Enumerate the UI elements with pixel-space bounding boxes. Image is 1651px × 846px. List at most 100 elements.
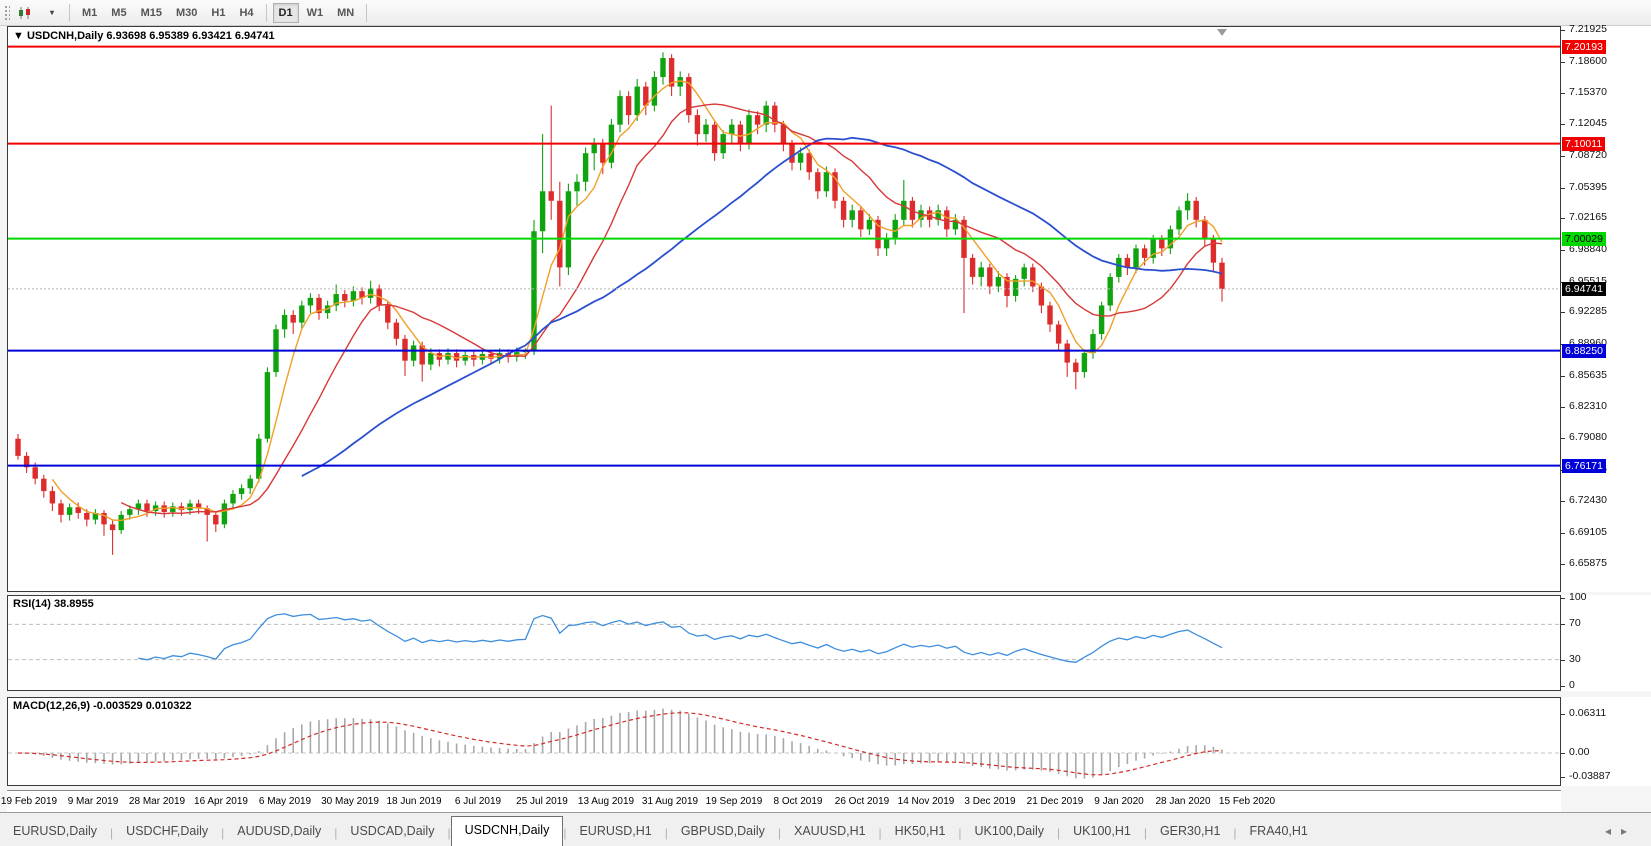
rsi-panel[interactable]: RSI(14) 38.8955 [7,595,1561,691]
candlestick-icon [19,6,30,19]
price-tick [1561,407,1565,408]
price-tick [1561,30,1565,31]
tab-separator: | [1143,826,1147,840]
macd-label: MACD(12,26,9) [13,700,91,712]
timeframe-button-m1[interactable]: M1 [82,6,98,19]
candlestick-chart[interactable] [8,27,1560,591]
chart-style-dropdown-caret-icon[interactable]: ▾ [49,8,54,17]
macd-tick [1561,714,1565,715]
macd-tick [1561,777,1565,778]
collapse-caret-icon[interactable]: ▼ [13,30,24,42]
price-tick [1561,188,1565,189]
price-tick-label: 7.21925 [1569,23,1607,35]
level-price-tag: 7.20193 [1562,40,1606,54]
macd-tick-label: 0.00 [1569,746,1590,758]
chart-tab-bar: EURUSD,Daily | USDCHF,Daily | AUDUSD,Daily | U… [0,812,1651,846]
timeframe-button-m30[interactable]: M30 [175,6,198,19]
tab-separator: | [1233,826,1237,840]
price-tick-label: 6.79080 [1569,431,1607,443]
rsi-label: RSI(14) [13,598,51,610]
tab-usdchf-daily[interactable]: USDCHF,Daily [126,824,209,838]
price-tick [1561,564,1565,565]
date-label: 6 Jul 2019 [454,796,502,807]
timeframe-button-w1[interactable]: W1 [306,6,324,19]
tab-fra40-h1[interactable]: FRA40,H1 [1249,824,1308,838]
price-tick-label: 7.02165 [1569,211,1607,223]
price-tick-label: 7.08720 [1569,149,1607,161]
price-tick [1561,218,1565,219]
macd-chart[interactable] [8,698,1560,785]
price-tick-label: 6.85635 [1569,369,1607,381]
chart-style-icon[interactable] [11,3,39,23]
price-tick-label: 6.72430 [1569,494,1607,506]
level-price-tag: 7.00029 [1562,232,1606,246]
main-chart-panel[interactable]: ▼ USDCNH,Daily 6.93698 6.95389 6.93421 6… [7,26,1561,592]
date-label: 14 Nov 2019 [897,796,955,807]
tab-eurusd-h1[interactable]: EURUSD,H1 [579,824,652,838]
rsi-tick [1561,598,1565,599]
timeframe-button-h4[interactable]: H4 [239,6,254,19]
price-tick [1561,376,1565,377]
price-tick [1561,93,1565,94]
tab-uk100-daily[interactable]: UK100,Daily [974,824,1045,838]
tab-gbpusd-daily[interactable]: GBPUSD,Daily [680,824,765,838]
tab-separator: | [664,826,668,840]
macd-panel[interactable]: MACD(12,26,9) -0.003529 0.010322 [7,697,1561,786]
timeframe-button-d1[interactable]: D1 [272,2,299,23]
price-tick-label: 7.15370 [1569,86,1607,98]
date-label: 18 Jun 2019 [386,796,442,807]
tab-separator: | [110,826,114,840]
date-label: 28 Jan 2020 [1155,796,1211,807]
tab-ger30-h1[interactable]: GER30,H1 [1159,824,1221,838]
price-tick-label: 6.65875 [1569,557,1607,569]
date-label: 25 Jul 2019 [516,796,568,807]
date-label: 26 Oct 2019 [834,796,890,807]
tab-separator: | [334,826,338,840]
tab-usdcnh-daily[interactable]: USDCNH,Daily [450,816,564,846]
rsi-chart[interactable] [8,596,1560,690]
price-tick [1561,501,1565,502]
toolbar-grip[interactable] [3,3,10,22]
tab-usdcad-daily[interactable]: USDCAD,Daily [350,824,435,838]
date-label: 16 Apr 2019 [194,796,248,807]
tab-xauusd-h1[interactable]: XAUUSD,H1 [794,824,866,838]
price-tick-label: 6.92285 [1569,305,1607,317]
tab-separator: | [447,826,451,840]
tab-scroll-left-icon[interactable]: ◂ [1604,824,1621,838]
price-tick [1561,250,1565,251]
tab-hk50-h1[interactable]: HK50,H1 [894,824,946,838]
chart-ohlc-values: 6.93698 6.95389 6.93421 6.94741 [106,30,275,42]
price-tick [1561,438,1565,439]
price-tick [1561,312,1565,313]
tab-uk100-h1[interactable]: UK100,H1 [1073,824,1131,838]
tab-scroll-right-icon[interactable]: ▸ [1620,824,1637,838]
macd-axis: 0.06311 0.00 -0.03887 [1561,697,1651,786]
timeframe-button-m15[interactable]: M15 [140,6,162,19]
date-label: 13 Aug 2019 [577,796,635,807]
tab-separator: | [563,826,567,840]
timeframe-button-m5[interactable]: M5 [111,6,127,19]
date-label: 28 Mar 2019 [128,796,186,807]
timeframe-button-mn[interactable]: MN [337,6,355,19]
macd-tick-label: -0.03887 [1569,770,1611,782]
tab-separator: | [958,826,962,840]
rsi-tick-label: 70 [1569,617,1581,629]
chart-title: ▼ USDCNH,Daily 6.93698 6.95389 6.93421 6… [13,30,275,42]
tab-eurusd-daily[interactable]: EURUSD,Daily [13,824,98,838]
macd-values: -0.003529 0.010322 [93,700,192,712]
rsi-tick [1561,686,1565,687]
date-label: 9 Jan 2020 [1094,796,1144,807]
chart-workspace: ▼ USDCNH,Daily 6.93698 6.95389 6.93421 6… [0,23,1651,812]
tab-audusd-daily[interactable]: AUDUSD,Daily [237,824,322,838]
rsi-title: RSI(14) 38.8955 [13,598,94,610]
top-toolbar: ▾ M1 M5 M15 M30 H1 H4 D1 W1 MN [0,0,1651,26]
tab-separator: | [777,826,781,840]
tab-separator: | [221,826,225,840]
chart-shift-marker-icon[interactable] [1217,29,1227,36]
price-tick [1561,156,1565,157]
timeframe-button-h1[interactable]: H1 [211,6,226,19]
rsi-tick [1561,624,1565,625]
price-tick [1561,124,1565,125]
rsi-tick [1561,660,1565,661]
macd-tick [1561,753,1565,754]
